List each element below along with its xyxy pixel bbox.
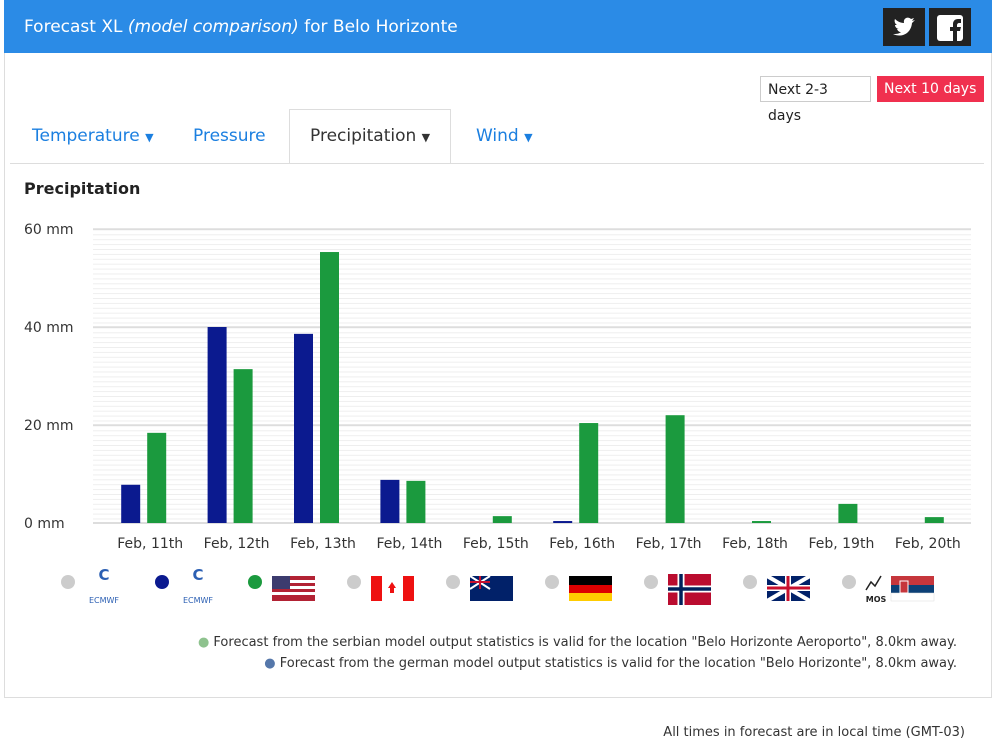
- note: ● Forecast from the german model output …: [264, 656, 957, 671]
- footer: All times in forecast are in local time …: [663, 725, 965, 740]
- subtitle: (model comparison): [127, 17, 299, 37]
- note-text: Forecast from the serbian model output s…: [213, 635, 957, 650]
- flag-rs: [890, 576, 935, 602]
- bar: [406, 480, 426, 523]
- bar: [294, 333, 313, 523]
- legend-dot[interactable]: [61, 575, 75, 589]
- x-tick-label: Feb, 20th: [895, 536, 961, 552]
- note: ● Forecast from the serbian model output…: [197, 635, 957, 650]
- legend-dot[interactable]: [155, 575, 169, 589]
- x-tick-label: Feb, 19th: [808, 536, 874, 552]
- bar: [579, 423, 599, 523]
- x-tick-label: Feb, 18th: [722, 536, 788, 552]
- tab-label: Temperature: [32, 126, 140, 146]
- flag-no: [668, 574, 711, 605]
- header-text: Forecast XL (model comparison) for Belo …: [24, 17, 458, 37]
- tab[interactable]: Temperature ▼: [32, 126, 154, 146]
- x-tick-label: Feb, 13th: [290, 536, 356, 552]
- legend-dot[interactable]: [248, 575, 262, 589]
- bar: [924, 517, 944, 523]
- x-tick-label: Feb, 16th: [549, 536, 615, 552]
- tab[interactable]: Wind ▼: [476, 126, 533, 146]
- flag-uk: [765, 574, 812, 603]
- location: for Belo Horizonte: [304, 17, 458, 37]
- legend-dot[interactable]: [842, 575, 856, 589]
- bar: [147, 432, 167, 523]
- bar: [207, 327, 227, 523]
- x-tick-label: Feb, 14th: [376, 536, 442, 552]
- facebook-f: [950, 19, 961, 41]
- bar: [752, 521, 771, 523]
- y-tick-label: 0 mm: [24, 516, 65, 532]
- y-tick-label: 20 mm: [24, 418, 74, 434]
- flag-de: [569, 576, 612, 601]
- flag-au: [469, 575, 513, 601]
- legend-dot[interactable]: [644, 575, 658, 589]
- legend-dot[interactable]: [446, 575, 460, 589]
- bar: [553, 521, 573, 523]
- legend-label: ECMWF: [89, 596, 119, 605]
- note-text: Forecast from the german model output st…: [279, 656, 957, 671]
- bar: [121, 484, 141, 523]
- bar: [492, 516, 512, 523]
- bar: [320, 252, 339, 523]
- bar: [838, 503, 858, 523]
- legend-label: ECMWF: [183, 596, 213, 605]
- chart: 0 mm 20 mm 40 mm 60 mm Feb, 11th Feb, 12th Feb…: [24, 222, 971, 605]
- tab[interactable]: Precipitation ▼: [310, 126, 431, 146]
- x-tick-label: Feb, 15th: [463, 536, 529, 552]
- x-tick-label: Feb, 12th: [204, 536, 270, 552]
- x-tick-label: Feb, 17th: [636, 536, 702, 552]
- flag-us: [272, 576, 315, 601]
- bar: [233, 369, 253, 523]
- flag-ca: [371, 576, 414, 601]
- ecmwf-logo: C: [98, 566, 109, 584]
- tab-label: Pressure: [193, 126, 266, 146]
- button-3-days[interactable]: Next 2-3 days: [760, 76, 871, 124]
- tab-label: Wind: [476, 126, 519, 146]
- header: Forecast XL (model comparison) for Belo …: [4, 0, 992, 53]
- twitter-icon: [893, 17, 915, 36]
- y-tick-label: 40 mm: [24, 320, 74, 336]
- section-title: Precipitation: [24, 179, 141, 198]
- tab-label: Precipitation: [310, 126, 417, 146]
- tab[interactable]: Pressure: [193, 126, 266, 146]
- mos-icon: [865, 575, 882, 591]
- ecmwf-logo: C: [192, 566, 203, 584]
- y-tick-label: 60 mm: [24, 222, 74, 238]
- bar: [380, 479, 400, 523]
- legend-dot[interactable]: [347, 575, 361, 589]
- legend: C ECMWF C ECMWF MOS: [61, 566, 935, 605]
- bar: [665, 415, 685, 523]
- button-10-days[interactable]: Next 10 days: [877, 76, 984, 102]
- x-tick-label: Feb, 11th: [117, 536, 183, 552]
- social-icons[interactable]: [883, 8, 973, 46]
- active-tab: [289, 109, 451, 164]
- title: Forecast XL: [24, 17, 123, 37]
- mos-label: MOS: [866, 595, 887, 604]
- legend-dot[interactable]: [743, 575, 757, 589]
- legend-dot[interactable]: [545, 575, 559, 589]
- tab-line: [10, 163, 984, 164]
